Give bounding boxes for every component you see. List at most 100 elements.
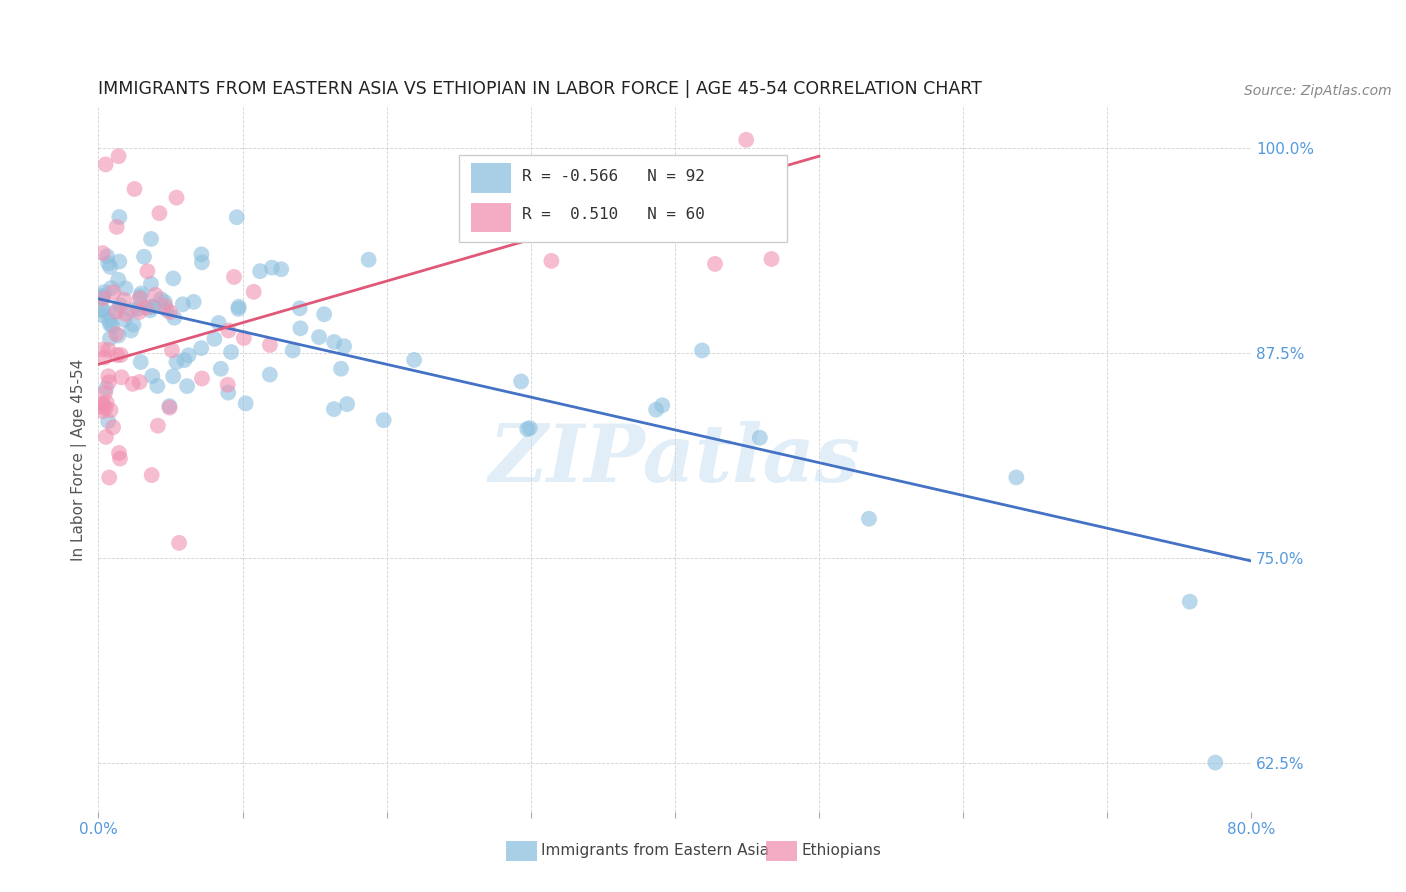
Point [107,273,129,287]
Point [91,397,114,411]
Point [98,470,121,484]
Text: ZIPatlas: ZIPatlas [489,421,860,498]
Point [308,330,330,344]
Point [219,345,242,359]
Text: Immigrants from Eastern Asia: Immigrants from Eastern Asia [541,844,769,858]
Point [1005,470,1028,484]
Point [163,310,186,325]
Point [141,468,163,483]
Point [176,379,198,393]
Point [260,260,283,275]
Point [183,294,205,309]
Point [217,385,239,400]
Point [131,286,153,301]
Point [139,303,162,318]
Point [93,351,115,365]
Point [145,287,167,301]
Point [132,250,155,264]
Point [103,285,125,300]
Point [124,182,146,196]
Text: Ethiopians: Ethiopians [801,844,882,858]
Point [651,398,673,412]
Point [101,318,124,333]
Point [172,297,194,311]
Point [94,385,117,400]
Point [191,371,214,385]
Point [98,260,121,274]
Point [120,324,142,338]
Point [225,211,247,225]
Point [94,382,117,396]
Point [100,403,122,417]
Point [96,249,118,263]
Point [91,397,114,411]
Point [218,323,240,337]
Point [91,290,114,304]
Point [159,305,181,319]
Point [510,375,533,389]
Point [97,369,120,384]
Point [146,379,169,393]
Point [139,277,162,291]
Point [519,421,541,435]
Point [91,303,114,318]
Point [97,375,120,389]
Point [228,300,250,314]
Point [104,304,127,318]
Point [105,348,128,362]
Point [534,219,557,234]
Point [129,289,152,303]
Point [108,446,131,460]
Point [110,348,132,362]
Point [93,285,115,299]
Point [322,402,344,417]
Point [105,219,128,234]
Point [91,309,114,323]
Point [190,341,212,355]
Point [121,376,143,391]
Point [160,343,183,358]
Point [136,264,159,278]
Point [290,321,312,335]
Point [270,262,292,277]
Point [748,431,770,445]
Point [761,252,783,266]
Point [333,339,356,353]
Point [228,301,250,316]
Point [177,348,200,362]
Point [162,271,184,285]
Point [516,422,538,436]
Point [690,343,713,358]
Point [97,256,120,270]
Point [128,375,150,389]
Y-axis label: In Labor Force | Age 45-54: In Labor Force | Age 45-54 [72,359,87,560]
Point [97,414,120,428]
Point [217,377,239,392]
Point [314,307,336,321]
Text: R =  0.510   N = 60: R = 0.510 N = 60 [522,207,704,222]
Point [141,369,163,384]
Point [166,355,188,369]
Point [166,191,188,205]
Text: Source: ZipAtlas.com: Source: ZipAtlas.com [1244,84,1392,98]
Point [91,404,114,418]
Point [249,264,271,278]
Text: IMMIGRANTS FROM EASTERN ASIA VS ETHIOPIAN IN LABOR FORCE | AGE 45-54 CORRELATION: IMMIGRANTS FROM EASTERN ASIA VS ETHIOPIA… [98,80,983,98]
Point [162,369,184,384]
Point [191,255,214,269]
Point [232,331,254,345]
Point [96,395,118,409]
Point [259,368,281,382]
Point [94,157,117,171]
Point [94,430,117,444]
Point [1178,594,1201,608]
Point [150,292,173,306]
Point [153,295,176,310]
Point [288,301,311,316]
Point [209,361,232,376]
Point [373,413,395,427]
Point [91,292,114,306]
Point [155,302,177,317]
Point [91,302,114,317]
Point [105,326,128,341]
